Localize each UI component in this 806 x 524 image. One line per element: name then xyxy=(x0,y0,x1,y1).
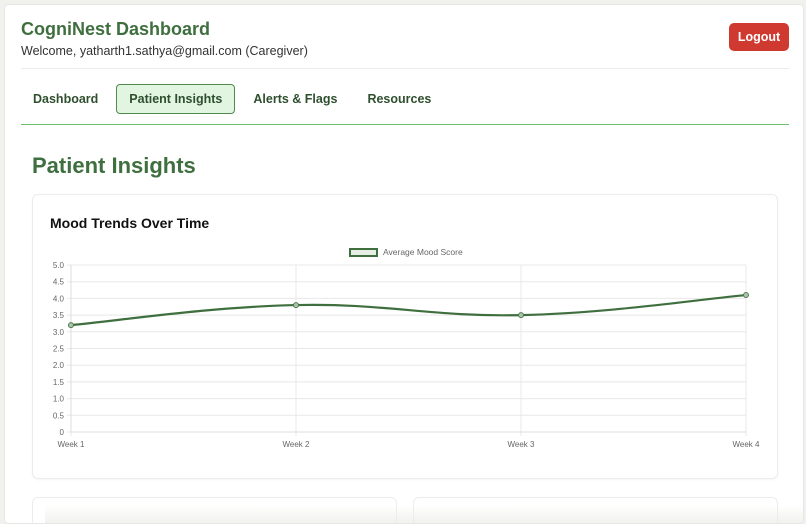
svg-text:1.5: 1.5 xyxy=(53,378,65,387)
svg-text:4.0: 4.0 xyxy=(53,294,65,303)
nav-tabs: Dashboard Patient Insights Alerts & Flag… xyxy=(21,84,449,114)
svg-text:3.5: 3.5 xyxy=(53,311,65,320)
svg-text:0.5: 0.5 xyxy=(53,411,65,420)
logout-button[interactable]: Logout xyxy=(729,23,789,51)
tab-patient-insights[interactable]: Patient Insights xyxy=(116,84,236,114)
scroll-fade xyxy=(45,505,803,523)
mood-line-chart[interactable]: 0 0.5 1.0 1.5 2.0 2.5 3.0 3.5 4.0 4.5 5.0 Week 1 Wee… xyxy=(33,195,779,480)
tabs-underline xyxy=(21,124,789,125)
page-title: Patient Insights xyxy=(32,153,196,178)
svg-text:1.0: 1.0 xyxy=(53,395,65,404)
app-window: CogniNest Dashboard Welcome, yatharth1.s… xyxy=(4,4,804,524)
legend-swatch xyxy=(349,247,378,257)
legend-label: Average Mood Score xyxy=(383,247,463,257)
tab-dashboard[interactable]: Dashboard xyxy=(33,92,99,106)
tab-alerts-flags[interactable]: Alerts & Flags xyxy=(253,92,338,106)
svg-text:3.0: 3.0 xyxy=(53,328,65,337)
mood-trends-card: Mood Trends Over Time Average Mood Score… xyxy=(32,194,778,479)
svg-text:2.5: 2.5 xyxy=(53,345,65,354)
card-title: Mood Trends Over Time xyxy=(50,215,210,231)
svg-text:Week 1: Week 1 xyxy=(58,440,86,449)
svg-text:2.0: 2.0 xyxy=(53,361,65,370)
welcome-text: Welcome, yatharth1.sathya@gmail.com (Car… xyxy=(21,44,308,58)
tab-resources[interactable]: Resources xyxy=(367,92,432,106)
svg-text:4.5: 4.5 xyxy=(53,278,65,287)
header-divider xyxy=(21,68,789,69)
svg-text:Week 2: Week 2 xyxy=(283,440,311,449)
header: CogniNest Dashboard Welcome, yatharth1.s… xyxy=(21,19,789,58)
app-title: CogniNest Dashboard xyxy=(21,19,211,39)
svg-text:0: 0 xyxy=(60,428,65,437)
svg-text:Week 4: Week 4 xyxy=(733,440,761,449)
svg-text:Week 3: Week 3 xyxy=(508,440,536,449)
chart-legend[interactable]: Average Mood Score xyxy=(349,247,463,257)
svg-text:5.0: 5.0 xyxy=(53,261,65,270)
